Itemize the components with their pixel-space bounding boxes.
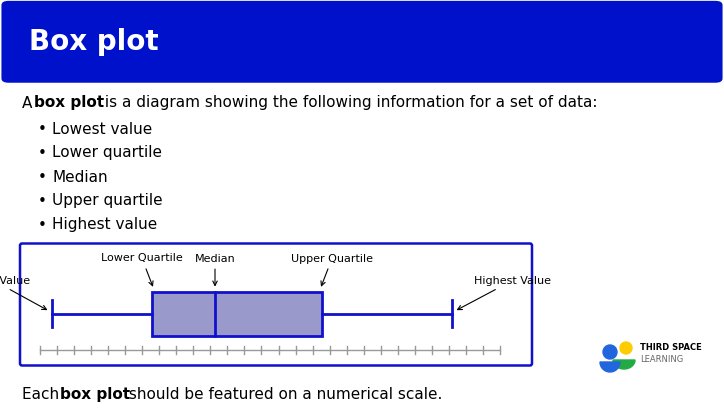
Text: Upper Quartile: Upper Quartile bbox=[291, 254, 373, 286]
Circle shape bbox=[603, 345, 617, 359]
Bar bbox=[152, 291, 322, 336]
Text: Each: Each bbox=[22, 387, 64, 402]
Text: Lower Quartile: Lower Quartile bbox=[101, 254, 183, 286]
Text: •: • bbox=[38, 194, 47, 208]
Text: is a diagram showing the following information for a set of data:: is a diagram showing the following infor… bbox=[100, 95, 597, 110]
Polygon shape bbox=[600, 362, 620, 372]
FancyBboxPatch shape bbox=[20, 244, 532, 365]
Text: •: • bbox=[38, 121, 47, 136]
Text: Box plot: Box plot bbox=[29, 28, 159, 56]
Text: Upper quartile: Upper quartile bbox=[52, 194, 163, 208]
Text: •: • bbox=[38, 170, 47, 184]
Text: LEARNING: LEARNING bbox=[640, 355, 683, 365]
Text: Median: Median bbox=[52, 170, 108, 184]
Text: Lowest Value: Lowest Value bbox=[0, 276, 46, 310]
Text: should be featured on a numerical scale.: should be featured on a numerical scale. bbox=[124, 387, 442, 402]
Text: A: A bbox=[22, 95, 37, 110]
Text: box plot: box plot bbox=[60, 387, 130, 402]
Text: Median: Median bbox=[195, 254, 235, 286]
FancyBboxPatch shape bbox=[1, 1, 723, 83]
Text: Highest value: Highest value bbox=[52, 218, 157, 233]
Text: Highest Value: Highest Value bbox=[458, 276, 551, 310]
Text: Lower quartile: Lower quartile bbox=[52, 145, 162, 160]
Text: •: • bbox=[38, 145, 47, 160]
Text: Lowest value: Lowest value bbox=[52, 121, 152, 136]
Polygon shape bbox=[613, 360, 635, 369]
Text: THIRD SPACE: THIRD SPACE bbox=[640, 344, 702, 352]
Circle shape bbox=[620, 342, 632, 354]
Text: box plot: box plot bbox=[34, 95, 104, 110]
Text: •: • bbox=[38, 218, 47, 233]
